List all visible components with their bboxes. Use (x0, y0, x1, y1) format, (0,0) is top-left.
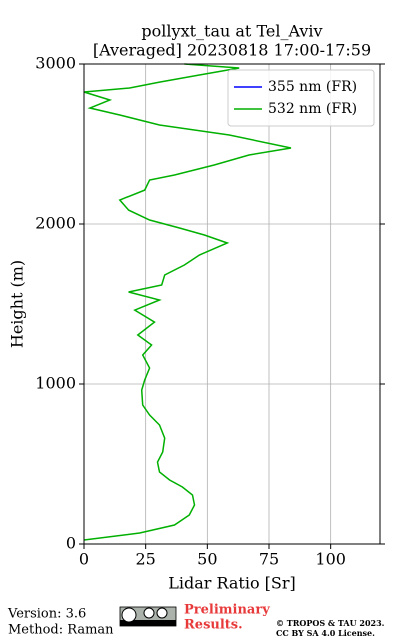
legend: 355 nm (FR) 532 nm (FR) (227, 69, 375, 127)
y-tick-label: 2000 (35, 214, 76, 233)
x-tick-label: 25 (135, 550, 155, 569)
x-tick-label: 75 (259, 550, 279, 569)
version: Version: 3.6 (7, 607, 86, 622)
cc-badge (119, 606, 177, 627)
preliminary: Preliminary (184, 603, 270, 618)
x-tick-label: 50 (197, 550, 217, 569)
y-axis-label: Height (m) (8, 260, 27, 348)
x-tick-label: 100 (315, 550, 346, 569)
method: Method: Raman (8, 623, 114, 638)
y-tick-label: 1000 (35, 374, 76, 393)
x-axis-label: Lidar Ratio [Sr] (168, 574, 296, 593)
legend-label: 532 nm (FR) (268, 101, 357, 117)
chart-title: pollyxt_tau at Tel_Aviv (141, 22, 322, 41)
data-line (83, 63, 292, 541)
y-tick-label: 3000 (35, 54, 76, 73)
plot-frame (83, 63, 381, 545)
preliminary: Results. (184, 618, 243, 633)
chart-subtitle: [Averaged] 20230818 17:00-17:59 (93, 41, 371, 60)
y-tick-label: 0 (66, 534, 76, 553)
copyright: © TROPOS & TAU 2023. (276, 618, 385, 628)
x-tick-label: 0 (79, 550, 89, 569)
legend-label: 355 nm (FR) (268, 79, 357, 95)
copyright: CC BY SA 4.0 License. (276, 628, 375, 638)
legend-box (227, 69, 375, 127)
